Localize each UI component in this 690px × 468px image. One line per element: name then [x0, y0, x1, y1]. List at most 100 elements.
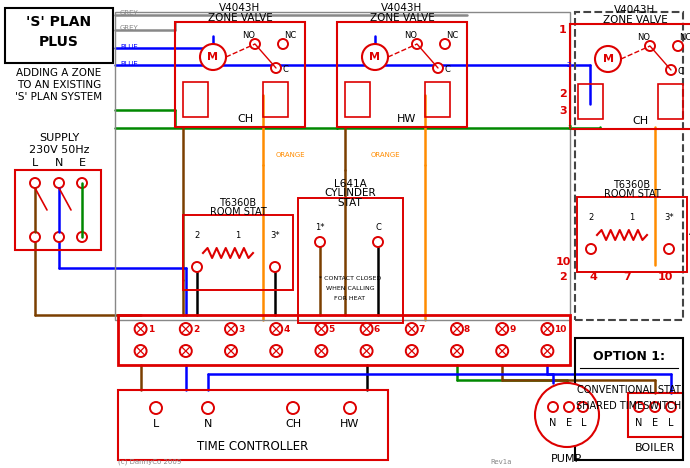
Text: * CONTACT CLOSED: * CONTACT CLOSED [319, 276, 381, 280]
Circle shape [451, 345, 463, 357]
Text: 7: 7 [623, 272, 631, 282]
Text: E: E [79, 158, 86, 168]
Text: 3: 3 [559, 106, 566, 116]
Text: 6: 6 [373, 324, 380, 334]
Text: 1: 1 [148, 324, 154, 334]
Text: SUPPLY: SUPPLY [39, 133, 79, 143]
Text: ROOM STAT: ROOM STAT [604, 189, 660, 199]
Text: HW: HW [340, 419, 359, 429]
Text: NC: NC [679, 34, 690, 43]
Circle shape [595, 46, 621, 72]
Circle shape [578, 402, 588, 412]
Bar [183, 215, 293, 290]
Text: M: M [370, 52, 380, 62]
Text: T6360B: T6360B [219, 198, 257, 208]
Text: 10: 10 [658, 272, 673, 282]
Circle shape [666, 65, 676, 75]
Circle shape [270, 262, 280, 272]
Circle shape [542, 345, 553, 357]
Circle shape [54, 232, 64, 242]
Text: 2: 2 [193, 324, 199, 334]
Text: 1: 1 [629, 212, 635, 221]
Bar [575, 338, 683, 460]
Text: CH: CH [237, 114, 253, 124]
Text: PLUS: PLUS [39, 35, 79, 49]
Text: ORANGE: ORANGE [275, 152, 305, 158]
Text: ZONE VALVE: ZONE VALVE [370, 13, 435, 23]
Text: NO: NO [242, 31, 255, 41]
Circle shape [135, 323, 146, 335]
Circle shape [535, 383, 599, 447]
Circle shape [225, 323, 237, 335]
Circle shape [650, 402, 660, 412]
Text: L641A: L641A [334, 179, 366, 189]
Circle shape [412, 39, 422, 49]
Text: PUMP: PUMP [551, 454, 582, 464]
Text: E: E [566, 418, 572, 428]
Bar [15, 170, 101, 250]
Text: C: C [444, 66, 450, 74]
Circle shape [278, 39, 288, 49]
Bar [175, 22, 305, 127]
Text: 3: 3 [238, 324, 244, 334]
Circle shape [200, 44, 226, 70]
Text: CYLINDER: CYLINDER [324, 188, 376, 198]
Text: L: L [668, 418, 673, 428]
Text: NC: NC [446, 31, 458, 41]
Circle shape [315, 237, 325, 247]
Circle shape [180, 345, 192, 357]
Text: Rev1a: Rev1a [490, 459, 511, 465]
Text: SHARED TIMESWITCH: SHARED TIMESWITCH [576, 401, 682, 411]
Circle shape [362, 44, 388, 70]
Circle shape [433, 63, 443, 73]
Text: NO: NO [638, 34, 651, 43]
Text: ADDITIONAL: ADDITIONAL [689, 227, 690, 237]
Text: (c) DannyCo 2009: (c) DannyCo 2009 [118, 459, 181, 465]
Circle shape [30, 178, 40, 188]
Text: 3*: 3* [270, 231, 280, 240]
Text: CONVENTIONAL STAT: CONVENTIONAL STAT [577, 385, 681, 395]
Text: N: N [635, 418, 642, 428]
Circle shape [496, 345, 509, 357]
Text: BLUE: BLUE [120, 44, 138, 50]
Text: 3: 3 [567, 125, 571, 131]
Text: BOILER: BOILER [635, 443, 676, 453]
Text: GREY: GREY [120, 25, 139, 31]
Text: V4043H: V4043H [219, 3, 261, 13]
Circle shape [150, 402, 162, 414]
Circle shape [344, 402, 356, 414]
Bar [570, 24, 690, 129]
Text: T6360B: T6360B [613, 180, 651, 190]
Circle shape [250, 39, 260, 49]
Text: GREY: GREY [120, 10, 139, 16]
Text: 2: 2 [195, 231, 199, 240]
Circle shape [406, 323, 418, 335]
Text: L: L [32, 158, 38, 168]
Text: 10: 10 [554, 324, 566, 334]
Circle shape [361, 345, 373, 357]
Text: C: C [677, 67, 683, 76]
Text: ADDING A ZONE: ADDING A ZONE [17, 68, 101, 78]
Circle shape [225, 345, 237, 357]
Text: N: N [204, 419, 213, 429]
Text: 3*: 3* [664, 212, 674, 221]
Circle shape [548, 402, 558, 412]
Circle shape [315, 323, 327, 335]
Text: NO: NO [404, 31, 417, 41]
Circle shape [30, 232, 40, 242]
Text: 'S' PLAN SYSTEM: 'S' PLAN SYSTEM [15, 92, 103, 102]
Circle shape [586, 244, 596, 254]
Text: STAT: STAT [337, 198, 362, 208]
Circle shape [315, 345, 327, 357]
Circle shape [361, 323, 373, 335]
Text: TIME CONTROLLER: TIME CONTROLLER [197, 439, 308, 453]
Text: NC: NC [284, 31, 296, 41]
Bar [575, 12, 683, 320]
Text: 1*: 1* [315, 224, 325, 233]
Text: ORANGE: ORANGE [371, 152, 400, 158]
Text: FOR HEAT: FOR HEAT [335, 297, 366, 301]
Text: 4: 4 [589, 272, 597, 282]
Text: M: M [208, 52, 219, 62]
Text: 1: 1 [235, 231, 241, 240]
Text: CH: CH [285, 419, 301, 429]
